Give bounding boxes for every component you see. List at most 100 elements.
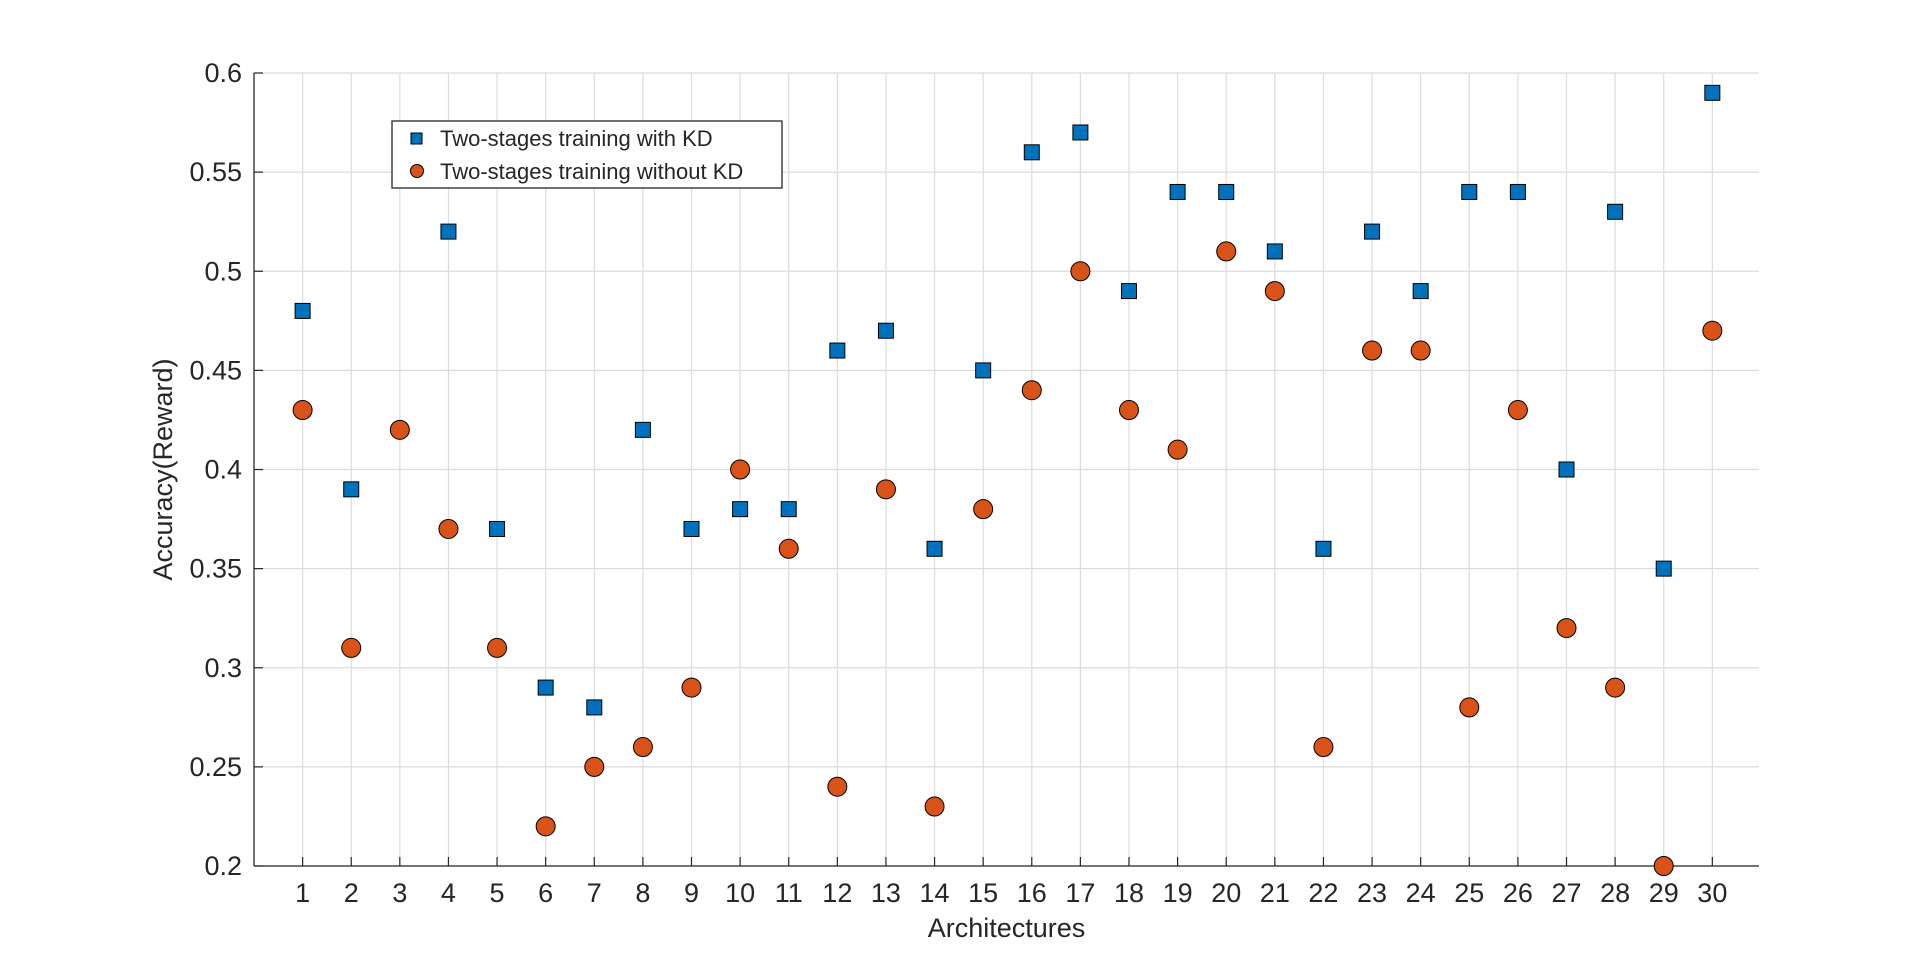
x-tick-label: 11 — [775, 878, 803, 908]
data-points — [292, 84, 1723, 876]
without-kd-point — [973, 499, 994, 520]
without-kd-point — [535, 816, 556, 837]
with-kd-point — [829, 342, 846, 359]
with-kd-point — [1072, 124, 1089, 141]
y-tick-label: 0.45 — [189, 355, 242, 385]
x-tick-label: 21 — [1260, 878, 1290, 908]
without-kd-point — [1702, 320, 1723, 341]
x-tick-label: 4 — [441, 878, 456, 908]
without-kd-point — [1605, 677, 1626, 698]
with-kd-point — [1704, 84, 1721, 101]
without-kd-point — [1167, 439, 1188, 460]
legend-box — [391, 120, 783, 189]
x-tick-label: 23 — [1357, 878, 1387, 908]
with-kd-point — [1461, 183, 1478, 200]
with-kd-point — [343, 481, 360, 498]
without-kd-point — [632, 737, 653, 758]
without-kd-point — [1264, 281, 1285, 302]
without-kd-point — [438, 518, 459, 539]
without-kd-point — [1070, 261, 1091, 282]
without-kd-point — [1410, 340, 1431, 361]
x-tick-label: 15 — [968, 878, 998, 908]
with-kd-point — [975, 362, 992, 379]
without-kd-point — [1313, 737, 1334, 758]
with-kd-point — [489, 520, 506, 537]
x-tick-label: 6 — [538, 878, 553, 908]
y-tick-label: 0.55 — [189, 157, 242, 187]
with-kd-point — [926, 540, 943, 557]
x-tick-label: 2 — [344, 878, 359, 908]
without-kd-point — [487, 637, 508, 658]
with-kd-point — [780, 501, 797, 518]
y-tick-label: 0.6 — [204, 58, 242, 88]
y-tick-label: 0.25 — [189, 752, 242, 782]
with-kd-point — [1023, 144, 1040, 161]
x-tick-label: 12 — [822, 878, 852, 908]
x-tick-label: 8 — [635, 878, 650, 908]
y-tick-label: 0.3 — [204, 653, 242, 683]
legend: Two-stages training with KD Two-stages t… — [391, 120, 783, 189]
x-axis-title: Architectures — [928, 913, 1086, 943]
with-kd-point — [537, 679, 554, 696]
with-kd-point — [1655, 560, 1672, 577]
without-kd-point — [924, 796, 945, 817]
without-kd-point — [827, 776, 848, 797]
with-kd-point — [1169, 183, 1186, 200]
with-kd-point — [1509, 183, 1526, 200]
without-kd-point — [584, 756, 605, 777]
without-kd-point — [1362, 340, 1383, 361]
with-kd-point — [294, 302, 311, 319]
with-kd-point — [732, 501, 749, 518]
y-tick-label: 0.35 — [189, 554, 242, 584]
with-kd-point — [1315, 540, 1332, 557]
without-kd-point — [389, 419, 410, 440]
with-kd-point — [683, 520, 700, 537]
x-tick-label: 26 — [1503, 878, 1533, 908]
x-tick-label: 29 — [1649, 878, 1679, 908]
without-kd-point — [1021, 380, 1042, 401]
x-tick-label: 27 — [1551, 878, 1581, 908]
x-tick-label: 9 — [684, 878, 699, 908]
x-tick-label: 19 — [1163, 878, 1193, 908]
x-tick-label: 20 — [1211, 878, 1241, 908]
with-kd-point — [634, 421, 651, 438]
x-tick-label: 30 — [1697, 878, 1727, 908]
tick-labels: 1 2 3 4 5 6 7 8 9 10 11 12 13 14 15 16 17 18 19 20 21 22 23 24 2… — [189, 58, 1727, 908]
without-kd-point — [1119, 400, 1139, 421]
with-kd-point — [1607, 203, 1624, 220]
y-axis-title: Accuracy(Reward) — [148, 358, 178, 580]
with-kd-point — [1266, 243, 1283, 260]
x-tick-label: 17 — [1065, 878, 1095, 908]
without-kd-point — [730, 459, 751, 480]
without-kd-point — [681, 677, 702, 698]
with-kd-point — [1412, 283, 1429, 300]
without-kd-point — [341, 637, 362, 658]
without-kd-point — [778, 538, 799, 559]
with-kd-point — [440, 223, 457, 240]
without-kd-point — [1459, 697, 1480, 718]
without-kd-point — [1556, 618, 1577, 639]
with-kd-point — [1558, 461, 1575, 478]
x-tick-label: 10 — [725, 878, 755, 908]
with-kd-point — [1364, 223, 1381, 240]
without-kd-point — [1507, 400, 1528, 421]
with-kd-point — [1218, 183, 1235, 200]
x-tick-label: 1 — [295, 878, 310, 908]
x-tick-label: 13 — [871, 878, 901, 908]
with-kd-point — [1121, 283, 1137, 300]
y-tick-label: 0.2 — [204, 851, 242, 881]
y-tick-label: 0.4 — [204, 455, 242, 485]
legend-marker-circle — [410, 164, 424, 178]
legend-entry-with-kd: Two-stages training with KD — [440, 126, 713, 151]
axes — [253, 72, 1759, 867]
with-kd-point — [586, 699, 603, 716]
x-tick-label: 16 — [1017, 878, 1047, 908]
without-kd-point — [1216, 241, 1237, 262]
without-kd-point — [1653, 856, 1674, 876]
without-kd-point — [292, 400, 313, 421]
legend-entry-without-kd: Two-stages training without KD — [440, 159, 743, 184]
x-tick-label: 28 — [1600, 878, 1630, 908]
x-tick-label: 18 — [1114, 878, 1144, 908]
